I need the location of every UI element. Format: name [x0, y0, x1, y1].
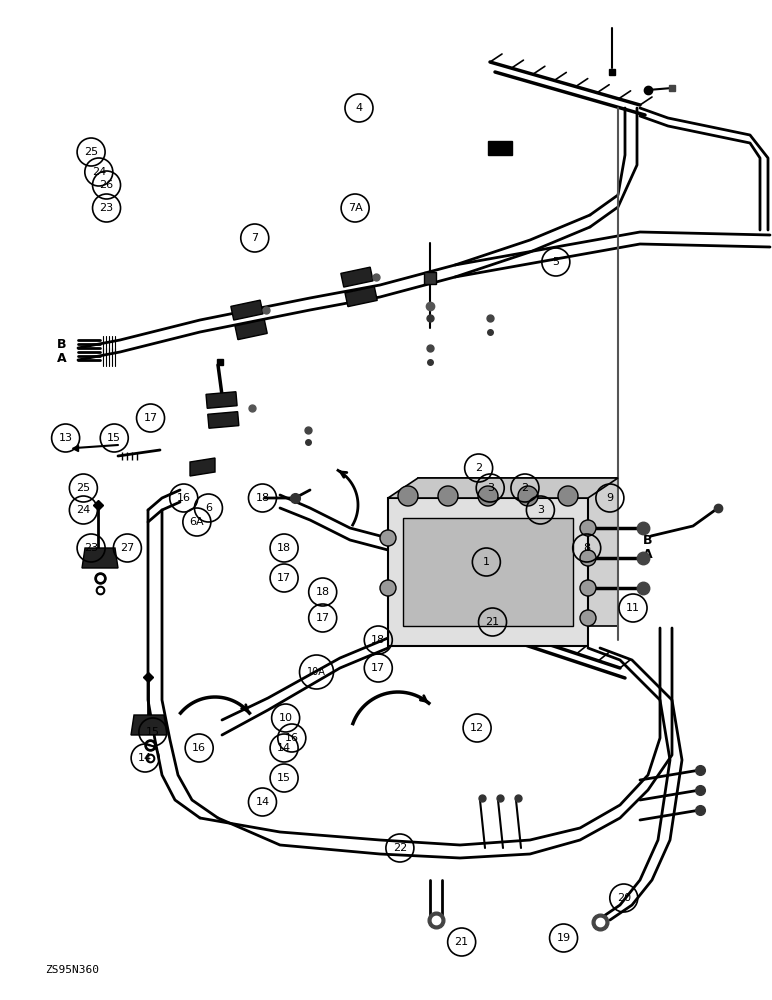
Circle shape [580, 610, 596, 626]
Circle shape [558, 486, 578, 506]
Text: 16: 16 [177, 493, 191, 503]
Circle shape [398, 486, 418, 506]
Text: 10: 10 [279, 713, 293, 723]
Polygon shape [208, 412, 239, 428]
Text: 6A: 6A [190, 517, 204, 527]
Text: 15: 15 [277, 773, 291, 783]
Circle shape [580, 580, 596, 596]
Polygon shape [488, 141, 512, 155]
Text: 10A: 10A [307, 667, 326, 677]
Circle shape [438, 486, 458, 506]
Text: 17: 17 [144, 413, 157, 423]
Text: A: A [643, 548, 653, 560]
Text: 15: 15 [107, 433, 121, 443]
Text: 25: 25 [84, 147, 98, 157]
Polygon shape [190, 458, 215, 476]
Text: 24: 24 [76, 505, 90, 515]
Polygon shape [345, 287, 378, 307]
Polygon shape [403, 518, 573, 626]
Text: 18: 18 [371, 635, 385, 645]
Text: 14: 14 [277, 743, 291, 753]
Text: 18: 18 [277, 543, 291, 553]
Polygon shape [231, 300, 263, 320]
Text: A: A [57, 352, 67, 364]
Polygon shape [206, 392, 237, 408]
Text: 26: 26 [100, 180, 113, 190]
Text: A: A [549, 551, 557, 561]
Text: 14: 14 [256, 797, 269, 807]
Text: 6: 6 [205, 503, 212, 513]
Text: 24: 24 [92, 167, 106, 177]
Text: 3: 3 [537, 505, 544, 515]
Text: 7A: 7A [347, 203, 363, 213]
Text: 21: 21 [455, 937, 469, 947]
Text: 27: 27 [120, 543, 134, 553]
Text: B: B [643, 534, 653, 546]
Text: B: B [57, 338, 66, 352]
Circle shape [380, 580, 396, 596]
Text: 1: 1 [482, 557, 490, 567]
Text: 11: 11 [626, 603, 640, 613]
Text: 18: 18 [316, 587, 330, 597]
Text: 5: 5 [552, 257, 560, 267]
Polygon shape [235, 320, 267, 340]
Text: 17: 17 [316, 613, 330, 623]
Text: 2: 2 [475, 463, 482, 473]
Circle shape [518, 486, 538, 506]
Text: 21: 21 [486, 617, 499, 627]
Polygon shape [82, 548, 118, 568]
Text: 18: 18 [256, 493, 269, 503]
Text: 9: 9 [606, 493, 614, 503]
Text: 13: 13 [59, 433, 73, 443]
Text: 20: 20 [617, 893, 631, 903]
Circle shape [478, 486, 498, 506]
Text: 15: 15 [146, 727, 160, 737]
Text: 3: 3 [486, 483, 494, 493]
Circle shape [380, 530, 396, 546]
Text: 19: 19 [557, 933, 571, 943]
Circle shape [580, 550, 596, 566]
Polygon shape [131, 715, 167, 735]
Text: 17: 17 [371, 663, 385, 673]
Text: 16: 16 [285, 733, 299, 743]
Text: 22: 22 [393, 843, 407, 853]
Polygon shape [388, 498, 588, 646]
Text: 2: 2 [521, 483, 529, 493]
Text: 23: 23 [84, 543, 98, 553]
Text: 16: 16 [192, 743, 206, 753]
Text: 7: 7 [251, 233, 259, 243]
Polygon shape [340, 267, 373, 287]
Text: 4: 4 [355, 103, 363, 113]
Text: 25: 25 [76, 483, 90, 493]
Circle shape [580, 520, 596, 536]
Polygon shape [388, 478, 618, 498]
Text: ZS95N360: ZS95N360 [45, 965, 99, 975]
Text: 12: 12 [470, 723, 484, 733]
Text: 14: 14 [138, 753, 152, 763]
Polygon shape [418, 478, 618, 626]
Text: 8: 8 [583, 543, 591, 553]
Text: B: B [550, 565, 557, 575]
Text: 17: 17 [277, 573, 291, 583]
Polygon shape [424, 272, 436, 284]
Text: 23: 23 [100, 203, 113, 213]
